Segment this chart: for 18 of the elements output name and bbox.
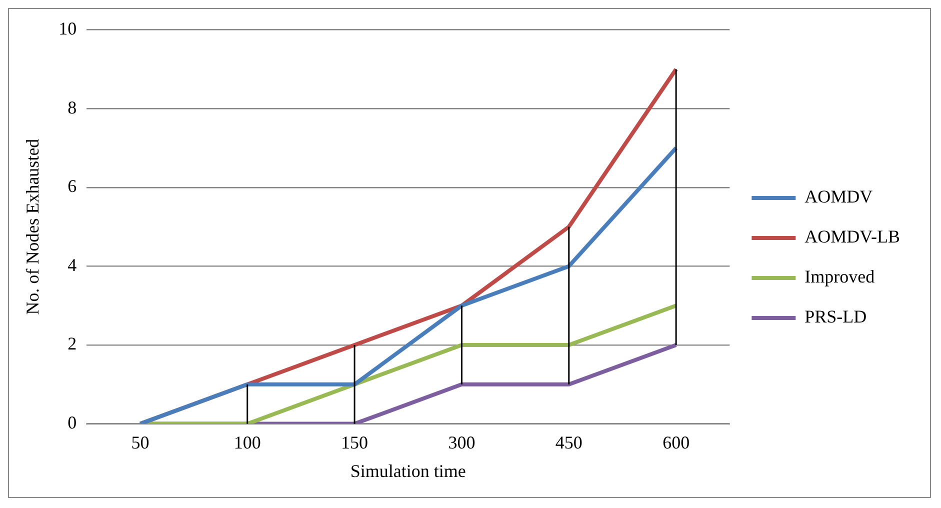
y-tick-label: 2	[68, 334, 77, 354]
x-tick-label: 450	[555, 432, 582, 452]
x-axis-title: Simulation time	[350, 460, 466, 481]
y-tick-label: 4	[68, 254, 77, 275]
x-tick-label: 100	[234, 432, 261, 452]
y-tick-label: 8	[68, 97, 77, 118]
legend-label: PRS-LD	[804, 306, 867, 327]
legend-label: AOMDV	[804, 186, 873, 207]
x-tick-label: 300	[448, 432, 476, 452]
y-axis-title: No. of Nodes Exhausted	[22, 138, 43, 315]
legend-label: AOMDV-LB	[804, 226, 900, 247]
y-tick-label: 0	[68, 412, 77, 433]
y-tick-label: 10	[58, 18, 77, 39]
x-tick-label: 150	[341, 432, 368, 452]
y-tick-label: 6	[68, 176, 77, 196]
x-tick-label: 600	[662, 432, 690, 452]
legend-label: Improved	[804, 266, 875, 287]
x-tick-label: 50	[131, 432, 150, 452]
